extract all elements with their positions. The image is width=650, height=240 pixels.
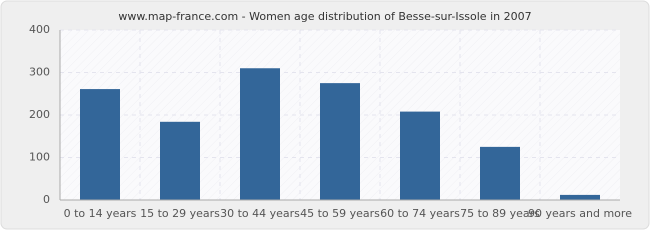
x-tick-label: 60 to 74 years: [380, 207, 460, 220]
y-tick-label: 400: [29, 23, 50, 36]
bar: [80, 89, 120, 200]
y-tick-label: 200: [29, 108, 50, 121]
y-tick-label: 300: [29, 66, 50, 79]
bar: [320, 83, 360, 200]
x-tick-label: 30 to 44 years: [220, 207, 300, 220]
chart-title: www.map-france.com - Women age distribut…: [118, 10, 531, 23]
x-tick-label: 15 to 29 years: [140, 207, 220, 220]
y-tick-label: 0: [43, 193, 50, 206]
bar: [400, 111, 440, 200]
x-tick-label: 45 to 59 years: [300, 207, 380, 220]
bar: [240, 68, 280, 200]
bar: [560, 194, 600, 200]
bar: [160, 121, 200, 200]
chart: www.map-france.com - Women age distribut…: [0, 0, 650, 230]
bar: [480, 146, 520, 200]
x-tick-label: 90 years and more: [528, 207, 632, 220]
x-tick-label: 0 to 14 years: [64, 207, 137, 220]
y-tick-label: 100: [29, 151, 50, 164]
x-tick-label: 75 to 89 years: [460, 207, 540, 220]
